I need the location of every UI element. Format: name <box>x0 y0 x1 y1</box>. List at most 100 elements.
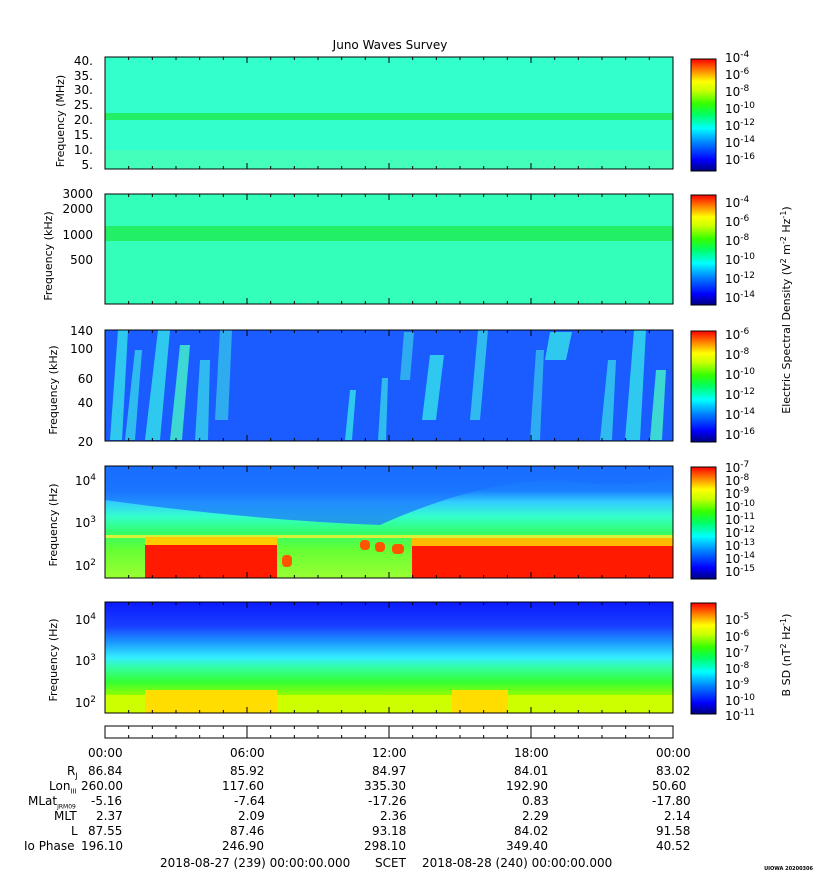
ephemeris-table: 00:00 06:00 12:00 18:00 00:00 RJ 86.84 8… <box>0 746 700 856</box>
value: 117.60 <box>222 779 264 793</box>
panel-1-ytick: 25. <box>74 98 93 112</box>
value: 196.10 <box>81 839 123 853</box>
panel-4-blob <box>282 555 292 567</box>
credit-label: UIOWA 20200306 <box>764 866 813 872</box>
time-label: 12:00 <box>372 746 407 760</box>
value: 83.02 <box>656 764 691 778</box>
value: 2.36 <box>380 809 407 823</box>
panel-3-ylabel: Frequency (kHz) <box>47 345 60 434</box>
cb5-label: 10-7 <box>725 645 749 660</box>
panel-5: 104 103 102 Frequency (Hz) 10-5 10-6 10-… <box>47 601 793 723</box>
panel-1-y-ticks: 40. 35. 30. 25. 20. 15. 10. 5. <box>74 54 93 172</box>
panel-3-heatmap <box>105 330 673 441</box>
panel-5-colorbar-labels: 10-5 10-6 10-7 10-8 10-9 10-10 10-11 <box>725 612 755 723</box>
panel-5-yellow-block-2 <box>452 690 508 713</box>
value: 87.55 <box>88 824 123 838</box>
panel-5-ytick: 104 <box>75 612 96 627</box>
cb2-label: 10-6 <box>725 214 750 229</box>
emission <box>545 332 572 360</box>
panel-5-ytick: 103 <box>75 653 96 668</box>
panel-4-red-edge-1 <box>145 537 277 545</box>
panel-4-ytick: 103 <box>75 515 96 530</box>
cb1-label: 10-12 <box>725 118 755 133</box>
value: 192.90 <box>506 779 548 793</box>
value: 84.01 <box>514 764 549 778</box>
cb4-label: 10-15 <box>725 564 755 579</box>
time-ticks <box>104 57 674 738</box>
value: -7.64 <box>234 794 266 808</box>
panel-4-blob <box>375 542 385 552</box>
panel-2-ylabel: Frequency (kHz) <box>42 211 55 300</box>
value: 335.30 <box>364 779 406 793</box>
panel-1-ytick: 10. <box>74 143 93 157</box>
emission <box>345 390 356 440</box>
cb1-label: 10-10 <box>725 101 755 116</box>
panel-3-ytick: 100 <box>70 342 93 356</box>
cb5-label: 10-5 <box>725 612 749 627</box>
value: 2.14 <box>664 809 691 823</box>
emission <box>378 378 388 440</box>
panel-4-blob <box>392 544 404 554</box>
cb1-label: 10-16 <box>725 152 755 167</box>
value: 40.52 <box>656 839 691 853</box>
emission <box>170 345 190 440</box>
panel-5-colorbar <box>690 602 717 715</box>
row-label-rj: RJ <box>67 764 78 781</box>
panel-4: 104 103 102 Frequency (Hz) 10-7 10-8 10-… <box>47 460 755 580</box>
panel-2: 3000 2000 1000 500 Frequency (kHz) 10-4 … <box>42 187 793 414</box>
cb4-label: 10-10 <box>725 499 755 514</box>
value: 2.37 <box>96 809 123 823</box>
panel-5-yellow-block-1 <box>145 690 277 713</box>
cb1-label: 10-8 <box>725 84 750 99</box>
panel-1: 40. 35. 30. 25. 20. 15. 10. 5. Frequency… <box>54 50 755 172</box>
cb2-label: 10-14 <box>725 290 755 305</box>
panel-2-heatmap <box>105 194 673 304</box>
value: 91.58 <box>656 824 691 838</box>
panel-4-ytick: 104 <box>75 473 96 488</box>
panel-3-emission-streaks <box>110 330 666 440</box>
time-label: 00:00 <box>88 746 123 760</box>
value: 298.10 <box>364 839 406 853</box>
emission <box>125 350 142 440</box>
emission <box>110 330 128 440</box>
value: 246.90 <box>222 839 264 853</box>
cb2-label: 10-12 <box>725 271 755 286</box>
panel-4-upper-band <box>105 466 673 525</box>
time-label: 18:00 <box>514 746 549 760</box>
cb1-label: 10-4 <box>725 50 750 65</box>
cb4-label: 10-9 <box>725 486 750 501</box>
emission <box>422 355 444 420</box>
cb5-label: 10-11 <box>725 708 755 723</box>
value: -17.26 <box>368 794 407 808</box>
panel-2-colorbar-labels: 10-4 10-6 10-8 10-10 10-12 10-14 <box>725 195 755 305</box>
panel-3-colorbar-labels: 10-6 10-8 10-10 10-12 10-14 10-16 <box>725 327 755 442</box>
panel-2-ytick: 1000 <box>62 228 93 242</box>
cb3-label: 10-14 <box>725 407 755 422</box>
panel-5-y-ticks: 104 103 102 <box>75 612 96 710</box>
emission <box>600 360 616 440</box>
cb3-label: 10-6 <box>725 327 750 342</box>
cb3-label: 10-8 <box>725 347 750 362</box>
panel-4-ylabel: Frequency (Hz) <box>47 484 60 567</box>
emission <box>625 330 646 440</box>
cb3-label: 10-16 <box>725 427 755 442</box>
emission <box>215 330 232 420</box>
row-label-mlt: MLT <box>54 809 77 823</box>
panel-2-colorbar <box>690 194 717 306</box>
value: 50.60 <box>652 779 687 793</box>
row-label-l: L <box>71 824 78 838</box>
emission <box>195 360 210 440</box>
time-label: 06:00 <box>230 746 265 760</box>
panel-1-ytick: 20. <box>74 113 93 127</box>
cb4-label: 10-12 <box>725 525 755 540</box>
emission <box>145 330 170 440</box>
panel-4-y-ticks: 104 103 102 <box>75 473 96 573</box>
cb4-label: 10-8 <box>725 473 750 488</box>
panel-1-colorbar-labels: 10-4 10-6 10-8 10-10 10-12 10-14 10-16 <box>725 50 755 167</box>
cb1-label: 10-6 <box>725 67 750 82</box>
value: 2.09 <box>238 809 265 823</box>
panel-2-band-1000khz <box>105 226 673 241</box>
panel-3-ytick: 140 <box>70 324 93 338</box>
cb4-label: 10-13 <box>725 538 755 553</box>
scet-start: 2018-08-27 (239) 00:00:00.000 <box>160 856 351 870</box>
